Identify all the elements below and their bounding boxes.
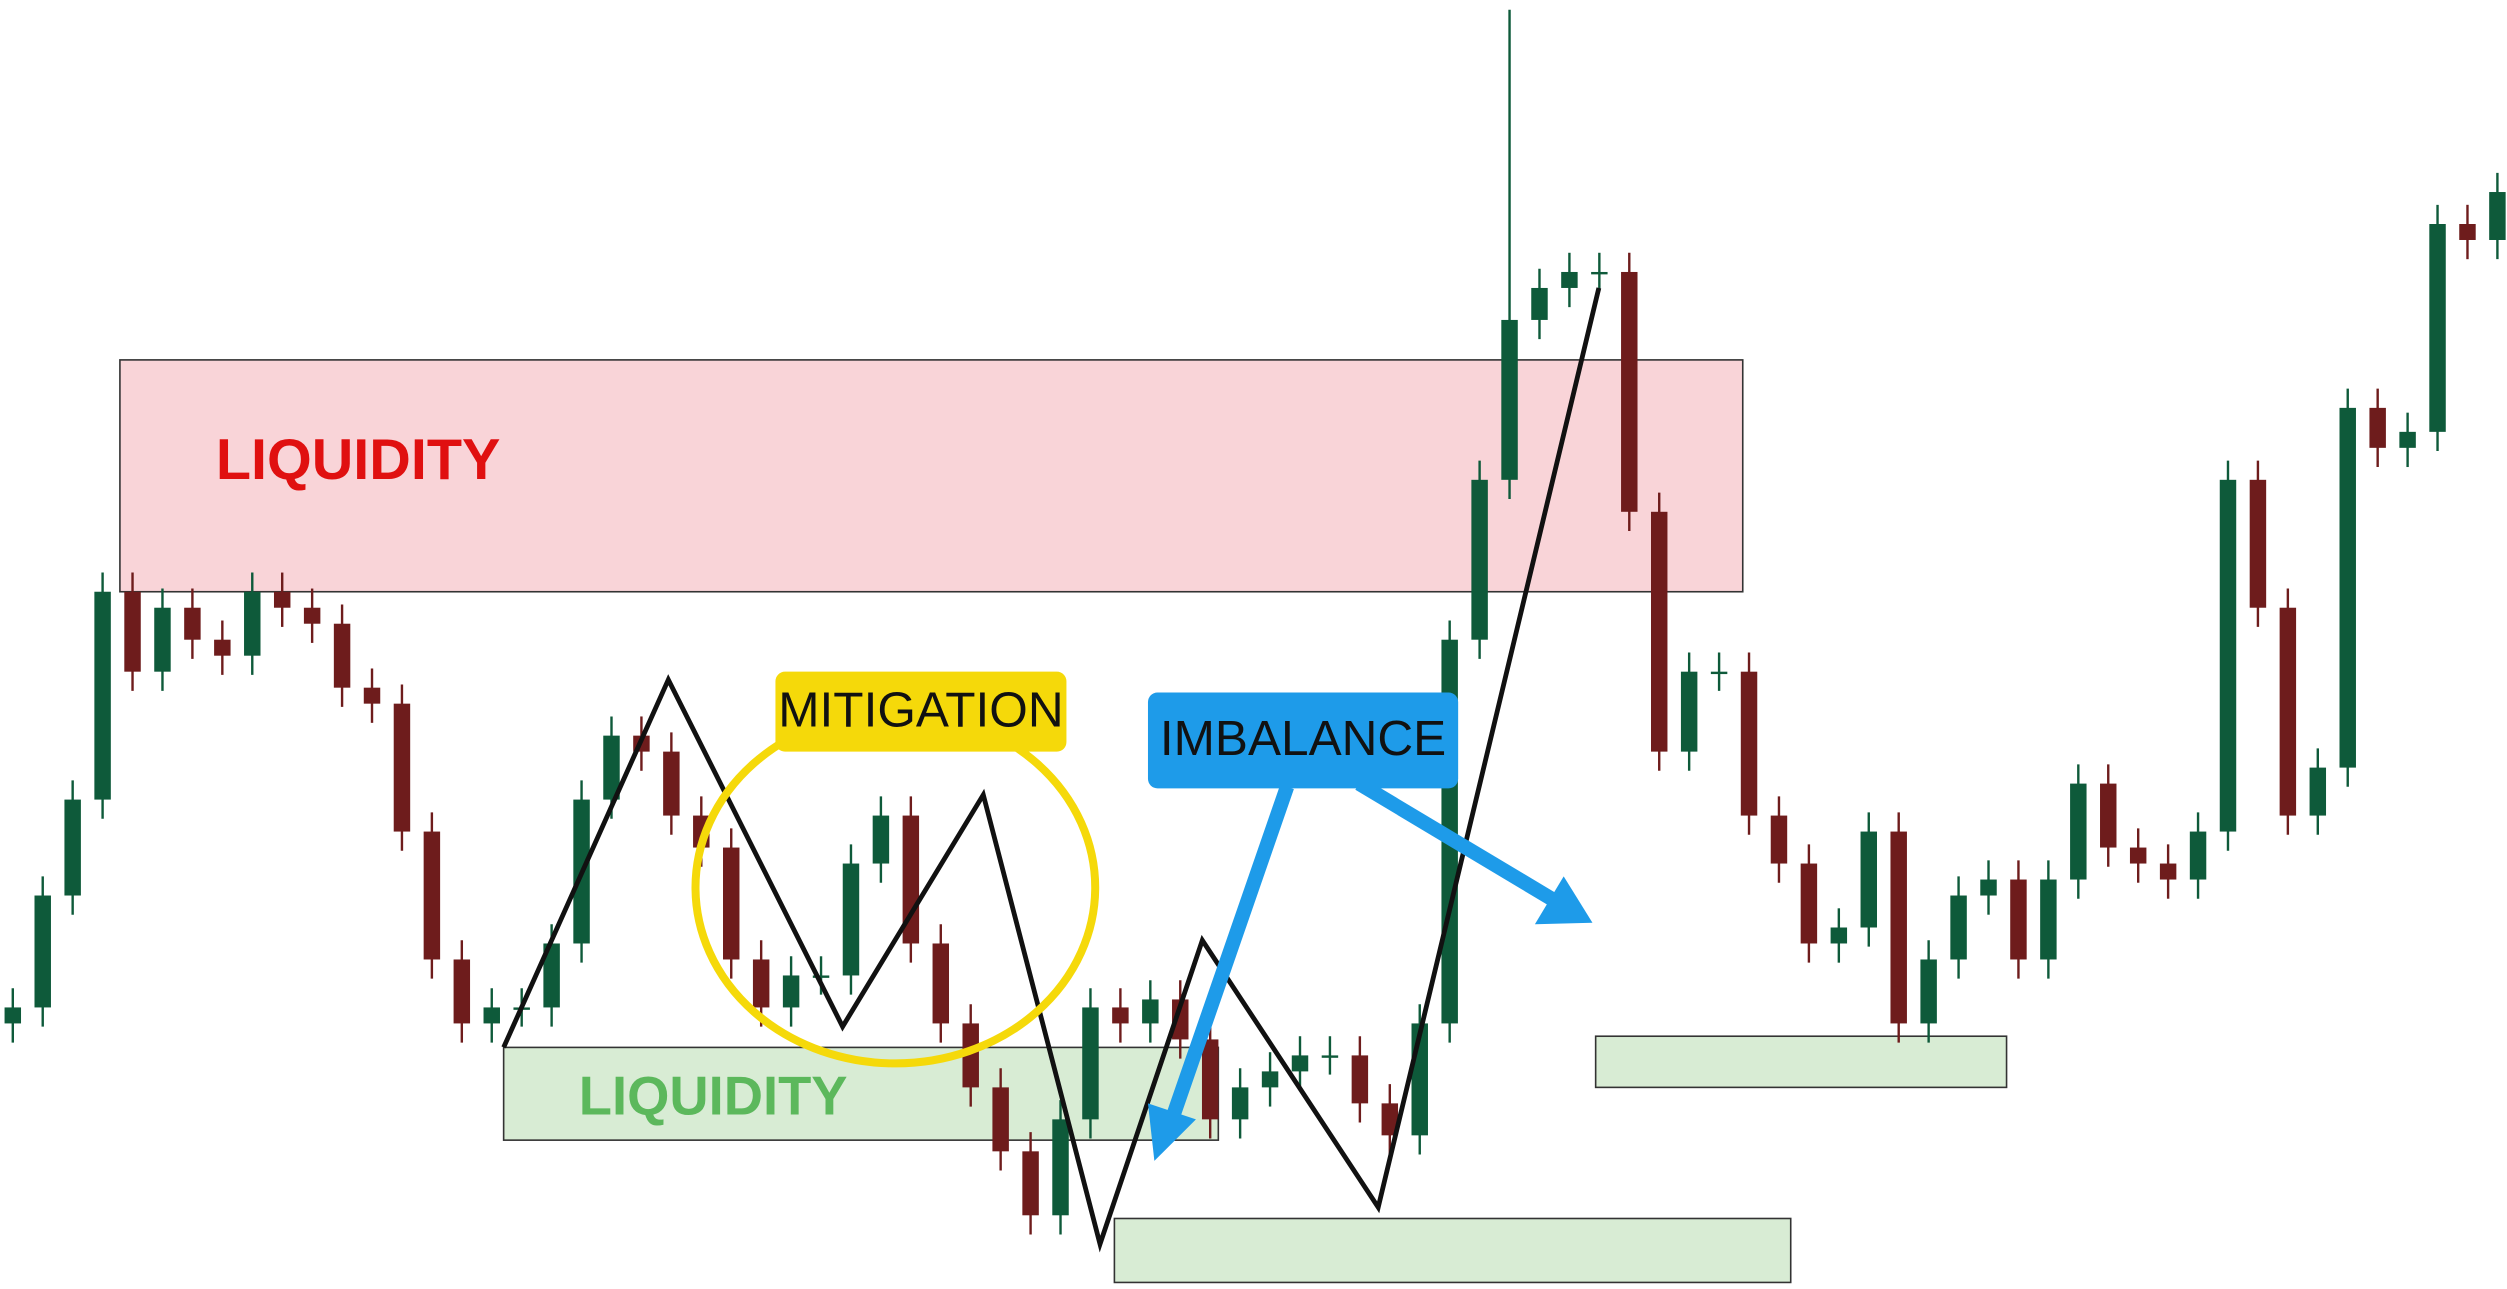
candle-body xyxy=(1830,927,1848,944)
candle-body xyxy=(2309,767,2327,816)
arrow-shaft xyxy=(1355,777,1558,907)
candle-body xyxy=(782,975,800,1008)
candle-body xyxy=(2459,224,2476,240)
candle-body xyxy=(333,623,351,688)
candle-body xyxy=(842,863,860,976)
candle-body xyxy=(1201,1039,1219,1120)
candle-body xyxy=(1112,1007,1129,1024)
candle-body xyxy=(1740,671,1758,816)
candle-body xyxy=(1082,1007,1099,1120)
candle-body xyxy=(4,1007,22,1024)
candle-body xyxy=(2339,407,2356,768)
candle-body xyxy=(303,607,321,624)
candles xyxy=(4,9,2506,1235)
candle-body xyxy=(1471,479,1488,640)
candle-body xyxy=(812,975,830,978)
candle-body xyxy=(423,831,441,960)
candle-body xyxy=(184,607,201,640)
candle-body xyxy=(273,591,291,608)
label-imbalance: IMBALANCE xyxy=(1160,710,1446,766)
arrow-head xyxy=(1534,876,1593,925)
candle-body xyxy=(932,943,950,1024)
label-liquidity: LIQUIDITY xyxy=(579,1066,848,1127)
candle-body xyxy=(1291,1055,1309,1072)
imbalance-box xyxy=(1147,692,1459,789)
candle-body xyxy=(663,751,680,816)
candle-body xyxy=(483,1007,500,1024)
candle-body xyxy=(2100,783,2117,848)
candle-body xyxy=(872,815,890,864)
candle-body xyxy=(124,591,141,672)
candle-body xyxy=(2129,847,2147,864)
label-mitigation: MITIGATION xyxy=(778,681,1063,737)
candle-body xyxy=(34,895,51,1008)
candle-body xyxy=(1321,1055,1339,1058)
candle-body xyxy=(154,607,171,672)
candle-body xyxy=(1860,831,1878,928)
candle-body xyxy=(1710,671,1728,675)
candle-body xyxy=(2159,863,2177,880)
candle-body xyxy=(1052,1119,1069,1216)
candle-body xyxy=(1501,319,1518,480)
candle-body xyxy=(363,687,381,704)
candle-body xyxy=(1920,959,1937,1024)
candle-body xyxy=(393,703,411,832)
candle-body xyxy=(2040,879,2057,960)
candle-body xyxy=(1950,895,1967,960)
arrow-shaft xyxy=(1165,784,1294,1122)
candle-body xyxy=(1261,1071,1279,1088)
candle-body xyxy=(1381,1103,1399,1136)
candle-body xyxy=(723,847,740,960)
candle-body xyxy=(1231,1087,1249,1120)
candle-body xyxy=(603,735,620,800)
candle-body xyxy=(214,639,231,656)
candle-body xyxy=(1561,271,1578,288)
candle-body xyxy=(2489,192,2506,240)
mitigation-box xyxy=(775,671,1067,752)
candle-body xyxy=(752,959,770,1008)
candle-body xyxy=(1591,271,1608,275)
candle-body xyxy=(1531,287,1548,320)
candle-body xyxy=(64,799,81,896)
arrow-head xyxy=(1147,1103,1196,1161)
candle-body xyxy=(962,1023,979,1088)
candle-body xyxy=(1680,671,1698,752)
candle-body xyxy=(2189,831,2207,880)
liquidity-zone-green xyxy=(1113,1217,1792,1284)
mitigation-circle xyxy=(691,707,1100,1068)
candle-body xyxy=(2429,224,2446,432)
candle-body xyxy=(1770,815,1788,864)
candle-body xyxy=(1022,1151,1039,1216)
candle-body xyxy=(1650,511,1668,752)
annotations: LIQUIDITY MITIGATION IMBALANCE LIQUIDITY xyxy=(216,287,1602,1253)
candle-body xyxy=(2279,607,2297,816)
candle-body xyxy=(1890,831,1907,1024)
candle-body xyxy=(2219,479,2237,832)
candle-body xyxy=(1980,879,1997,896)
zones xyxy=(119,359,2008,1284)
candle-body xyxy=(94,591,111,800)
candle-body xyxy=(244,591,261,656)
candle-body xyxy=(2369,407,2386,448)
candle-body xyxy=(1142,999,1159,1024)
candle-body xyxy=(2249,479,2267,608)
candle-body xyxy=(2399,431,2416,448)
candle-body xyxy=(1351,1055,1369,1104)
candle-body xyxy=(1172,999,1189,1040)
candle-body xyxy=(2070,783,2087,880)
liquidity-zone-green xyxy=(1594,1035,2008,1089)
candle-body xyxy=(2010,879,2027,960)
candle-body xyxy=(453,959,471,1024)
candle-body xyxy=(992,1087,1009,1152)
zigzag xyxy=(501,287,1602,1253)
candle-body xyxy=(1800,863,1818,944)
candle-body xyxy=(1621,271,1638,512)
label-liquidity: LIQUIDITY xyxy=(216,428,501,492)
candle-body xyxy=(543,943,560,1008)
